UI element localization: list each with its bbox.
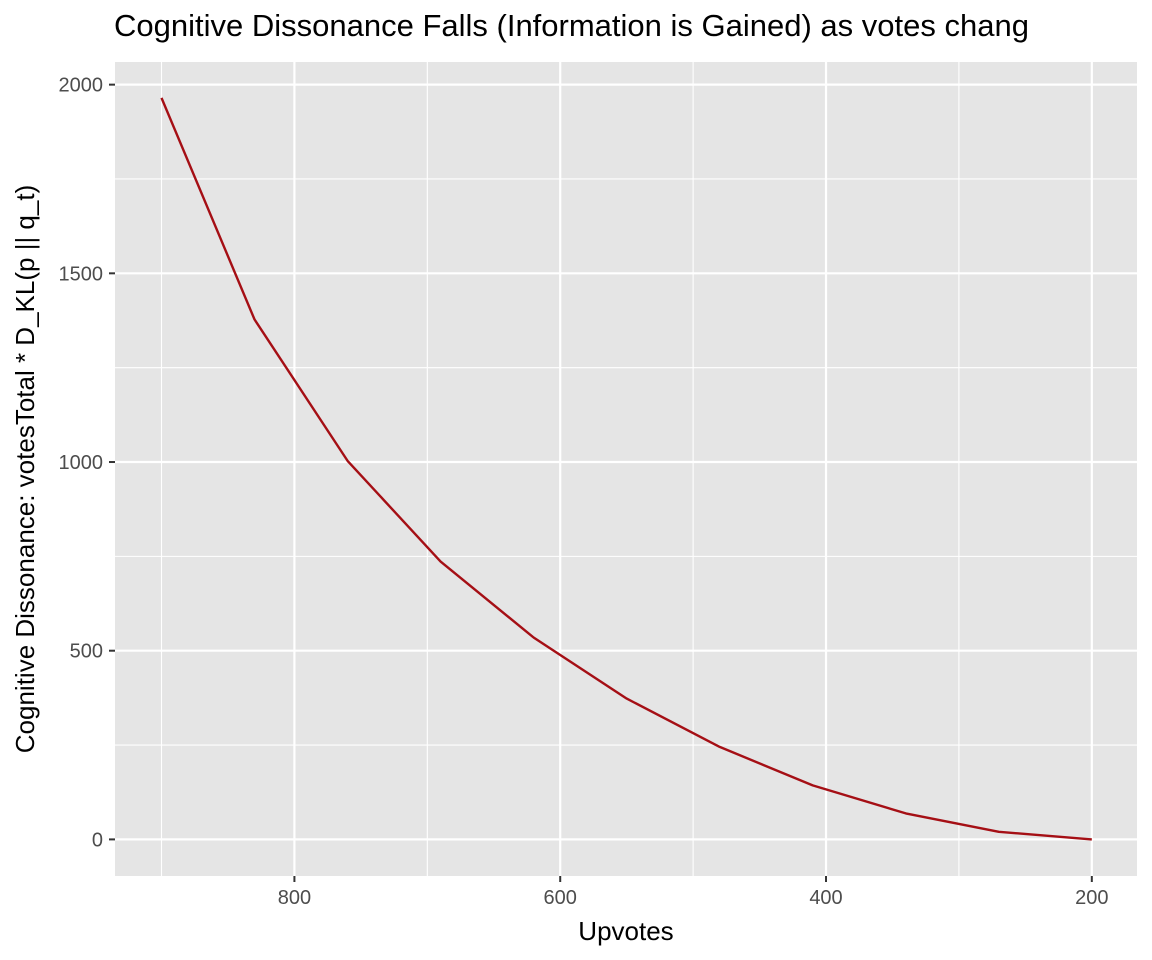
- plot-panel: [115, 62, 1137, 876]
- series-line: [160, 97, 1092, 841]
- major-gridlines: [115, 62, 1137, 876]
- chart-title: Cognitive Dissonance Falls (Information …: [114, 8, 1029, 43]
- y-tick-label: 1500: [59, 263, 104, 285]
- x-tick-label: 200: [1075, 887, 1108, 909]
- minor-gridlines: [115, 62, 1137, 876]
- y-tick-label: 0: [92, 829, 103, 851]
- y-tick-label: 1000: [59, 452, 104, 474]
- y-tick-label: 2000: [59, 75, 104, 97]
- y-axis-title: Cognitive Dissonance: votesTotal * D_KL(…: [10, 185, 40, 753]
- x-tick-label: 600: [544, 887, 577, 909]
- x-tick-label: 800: [278, 887, 311, 909]
- x-axis-title: Upvotes: [578, 916, 673, 946]
- series-layer: [160, 97, 1092, 841]
- x-tick-label: 400: [809, 887, 842, 909]
- y-tick-label: 500: [70, 641, 103, 663]
